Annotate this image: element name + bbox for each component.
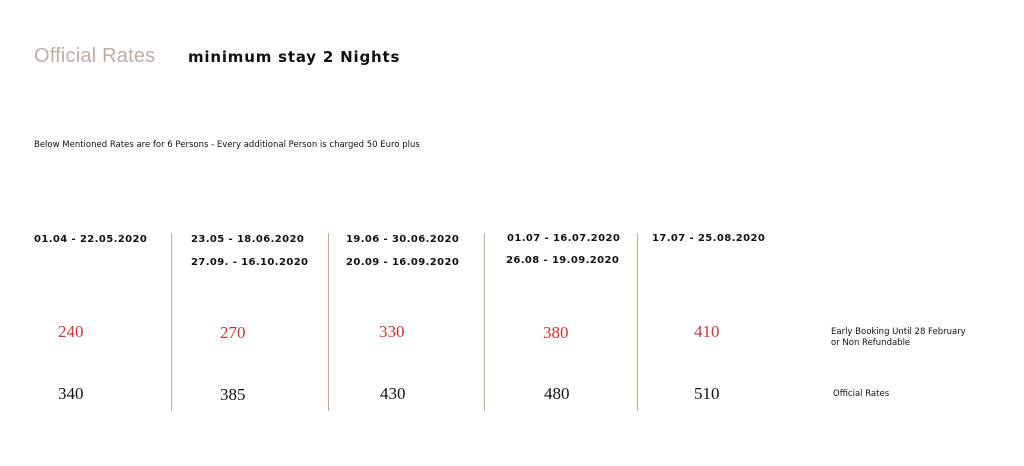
season-3-early-rate: 330 — [379, 322, 405, 341]
season-1-early-rate: 240 — [58, 322, 84, 341]
column-divider — [484, 233, 485, 411]
early-booking-label-line2: or Non Refundable — [831, 338, 911, 348]
season-2-official-rate: 385 — [220, 385, 246, 404]
season-5-period-1: 17.07 - 25.08.2020 — [652, 233, 766, 244]
season-1-period-1: 01.04 - 22.05.2020 — [34, 234, 148, 245]
minimum-stay-heading: minimum stay 2 Nights — [188, 48, 401, 66]
season-4-early-rate: 380 — [543, 323, 569, 342]
season-4-period-2: 26.08 - 19.09.2020 — [506, 255, 620, 266]
column-divider — [637, 233, 638, 411]
column-divider — [171, 233, 172, 411]
season-3-period-1: 19.06 - 30.06.2020 — [346, 234, 460, 245]
season-3-period-2: 20.09 - 16.09.2020 — [346, 257, 460, 268]
official-rates-label: Official Rates — [833, 389, 890, 399]
season-2-early-rate: 270 — [220, 323, 246, 342]
season-4-period-1: 01.07 - 16.07.2020 — [507, 233, 621, 244]
season-3-official-rate: 430 — [380, 384, 406, 403]
season-2-period-1: 23.05 - 18.06.2020 — [191, 234, 305, 245]
official-rates-title: Official Rates — [34, 45, 156, 67]
column-divider — [328, 233, 329, 411]
early-booking-label: Early Booking Until 28 February or Non R… — [831, 327, 966, 349]
season-5-early-rate: 410 — [694, 322, 720, 341]
season-4-official-rate: 480 — [544, 384, 570, 403]
persons-note: Below Mentioned Rates are for 6 Persons … — [34, 140, 420, 150]
early-booking-label-line1: Early Booking Until 28 February — [831, 327, 966, 337]
season-2-period-2: 27.09. - 16.10.2020 — [191, 257, 309, 268]
season-5-official-rate: 510 — [694, 384, 720, 403]
season-1-official-rate: 340 — [58, 384, 84, 403]
